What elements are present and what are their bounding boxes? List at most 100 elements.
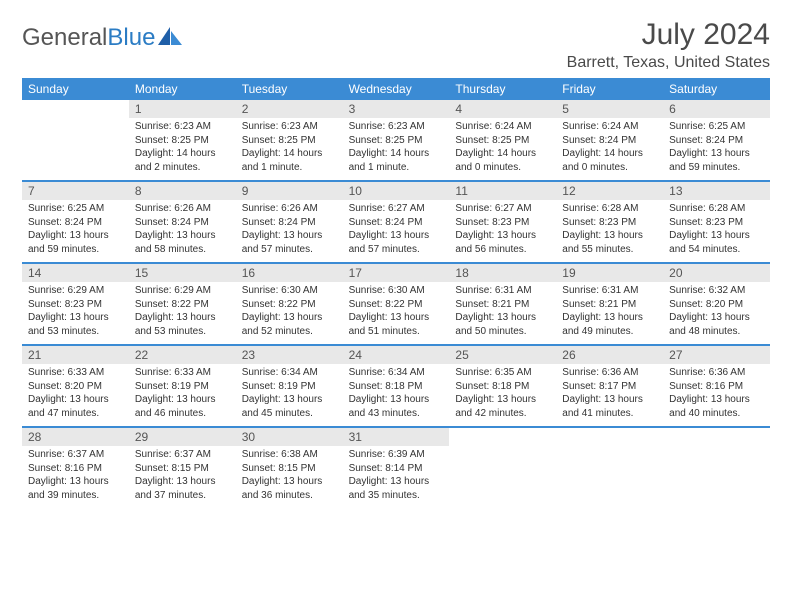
page-header: GeneralBlue July 2024 Barrett, Texas, Un… (22, 18, 770, 72)
day-cell: 22Sunrise: 6:33 AMSunset: 8:19 PMDayligh… (129, 346, 236, 426)
day-number: 25 (449, 346, 556, 364)
day-number: 3 (343, 100, 450, 118)
day-number: 24 (343, 346, 450, 364)
day-body: Sunrise: 6:24 AMSunset: 8:24 PMDaylight:… (556, 118, 663, 180)
day-body: Sunrise: 6:26 AMSunset: 8:24 PMDaylight:… (129, 200, 236, 262)
day-number: 28 (22, 428, 129, 446)
dayname-cell: Wednesday (343, 78, 450, 100)
day-number: 13 (663, 182, 770, 200)
day-body: Sunrise: 6:30 AMSunset: 8:22 PMDaylight:… (236, 282, 343, 344)
day-cell: 26Sunrise: 6:36 AMSunset: 8:17 PMDayligh… (556, 346, 663, 426)
day-body: Sunrise: 6:23 AMSunset: 8:25 PMDaylight:… (129, 118, 236, 180)
day-body: Sunrise: 6:36 AMSunset: 8:16 PMDaylight:… (663, 364, 770, 426)
day-cell: 3Sunrise: 6:23 AMSunset: 8:25 PMDaylight… (343, 100, 450, 180)
day-number: 31 (343, 428, 450, 446)
day-number: 6 (663, 100, 770, 118)
day-number: 21 (22, 346, 129, 364)
day-cell: 24Sunrise: 6:34 AMSunset: 8:18 PMDayligh… (343, 346, 450, 426)
day-number: 27 (663, 346, 770, 364)
calendar-day-header: SundayMondayTuesdayWednesdayThursdayFrid… (22, 78, 770, 100)
day-cell (449, 428, 556, 508)
day-cell: 10Sunrise: 6:27 AMSunset: 8:24 PMDayligh… (343, 182, 450, 262)
day-cell: 21Sunrise: 6:33 AMSunset: 8:20 PMDayligh… (22, 346, 129, 426)
dayname-cell: Monday (129, 78, 236, 100)
day-body: Sunrise: 6:35 AMSunset: 8:18 PMDaylight:… (449, 364, 556, 426)
day-cell (556, 428, 663, 508)
day-cell (22, 100, 129, 180)
day-body: Sunrise: 6:31 AMSunset: 8:21 PMDaylight:… (556, 282, 663, 344)
day-body: Sunrise: 6:28 AMSunset: 8:23 PMDaylight:… (663, 200, 770, 262)
day-body: Sunrise: 6:29 AMSunset: 8:22 PMDaylight:… (129, 282, 236, 344)
day-cell: 20Sunrise: 6:32 AMSunset: 8:20 PMDayligh… (663, 264, 770, 344)
day-cell: 16Sunrise: 6:30 AMSunset: 8:22 PMDayligh… (236, 264, 343, 344)
day-number: 8 (129, 182, 236, 200)
day-number: 18 (449, 264, 556, 282)
day-body: Sunrise: 6:27 AMSunset: 8:23 PMDaylight:… (449, 200, 556, 262)
day-cell: 25Sunrise: 6:35 AMSunset: 8:18 PMDayligh… (449, 346, 556, 426)
day-body: Sunrise: 6:25 AMSunset: 8:24 PMDaylight:… (663, 118, 770, 180)
day-body: Sunrise: 6:34 AMSunset: 8:19 PMDaylight:… (236, 364, 343, 426)
day-cell (663, 428, 770, 508)
day-cell: 8Sunrise: 6:26 AMSunset: 8:24 PMDaylight… (129, 182, 236, 262)
calendar-week-row: 14Sunrise: 6:29 AMSunset: 8:23 PMDayligh… (22, 264, 770, 346)
day-number: 9 (236, 182, 343, 200)
day-cell: 2Sunrise: 6:23 AMSunset: 8:25 PMDaylight… (236, 100, 343, 180)
dayname-cell: Thursday (449, 78, 556, 100)
day-body: Sunrise: 6:23 AMSunset: 8:25 PMDaylight:… (236, 118, 343, 180)
calendar-body: 1Sunrise: 6:23 AMSunset: 8:25 PMDaylight… (22, 100, 770, 508)
day-cell: 4Sunrise: 6:24 AMSunset: 8:25 PMDaylight… (449, 100, 556, 180)
day-number: 17 (343, 264, 450, 282)
day-cell: 9Sunrise: 6:26 AMSunset: 8:24 PMDaylight… (236, 182, 343, 262)
day-number: 14 (22, 264, 129, 282)
day-body: Sunrise: 6:33 AMSunset: 8:19 PMDaylight:… (129, 364, 236, 426)
day-body: Sunrise: 6:29 AMSunset: 8:23 PMDaylight:… (22, 282, 129, 344)
month-title: July 2024 (567, 18, 770, 52)
day-body: Sunrise: 6:39 AMSunset: 8:14 PMDaylight:… (343, 446, 450, 508)
day-cell: 19Sunrise: 6:31 AMSunset: 8:21 PMDayligh… (556, 264, 663, 344)
day-cell: 30Sunrise: 6:38 AMSunset: 8:15 PMDayligh… (236, 428, 343, 508)
day-cell: 6Sunrise: 6:25 AMSunset: 8:24 PMDaylight… (663, 100, 770, 180)
calendar-week-row: 21Sunrise: 6:33 AMSunset: 8:20 PMDayligh… (22, 346, 770, 428)
day-number: 19 (556, 264, 663, 282)
day-cell: 29Sunrise: 6:37 AMSunset: 8:15 PMDayligh… (129, 428, 236, 508)
day-number: 23 (236, 346, 343, 364)
day-cell: 7Sunrise: 6:25 AMSunset: 8:24 PMDaylight… (22, 182, 129, 262)
day-number: 26 (556, 346, 663, 364)
day-cell: 13Sunrise: 6:28 AMSunset: 8:23 PMDayligh… (663, 182, 770, 262)
location-text: Barrett, Texas, United States (567, 54, 770, 72)
day-cell: 5Sunrise: 6:24 AMSunset: 8:24 PMDaylight… (556, 100, 663, 180)
day-number: 30 (236, 428, 343, 446)
day-cell: 31Sunrise: 6:39 AMSunset: 8:14 PMDayligh… (343, 428, 450, 508)
day-number: 2 (236, 100, 343, 118)
day-body: Sunrise: 6:37 AMSunset: 8:16 PMDaylight:… (22, 446, 129, 508)
day-body: Sunrise: 6:31 AMSunset: 8:21 PMDaylight:… (449, 282, 556, 344)
day-body: Sunrise: 6:36 AMSunset: 8:17 PMDaylight:… (556, 364, 663, 426)
day-number: 15 (129, 264, 236, 282)
day-body: Sunrise: 6:28 AMSunset: 8:23 PMDaylight:… (556, 200, 663, 262)
calendar-week-row: 28Sunrise: 6:37 AMSunset: 8:16 PMDayligh… (22, 428, 770, 508)
day-cell: 15Sunrise: 6:29 AMSunset: 8:22 PMDayligh… (129, 264, 236, 344)
day-number: 20 (663, 264, 770, 282)
day-body: Sunrise: 6:26 AMSunset: 8:24 PMDaylight:… (236, 200, 343, 262)
day-body: Sunrise: 6:32 AMSunset: 8:20 PMDaylight:… (663, 282, 770, 344)
day-cell: 27Sunrise: 6:36 AMSunset: 8:16 PMDayligh… (663, 346, 770, 426)
day-body: Sunrise: 6:37 AMSunset: 8:15 PMDaylight:… (129, 446, 236, 508)
logo-text-general: General (22, 24, 107, 52)
logo-text-blue: Blue (107, 24, 155, 52)
dayname-cell: Sunday (22, 78, 129, 100)
logo: GeneralBlue (22, 24, 184, 52)
day-number: 12 (556, 182, 663, 200)
day-cell: 18Sunrise: 6:31 AMSunset: 8:21 PMDayligh… (449, 264, 556, 344)
day-number: 16 (236, 264, 343, 282)
day-body: Sunrise: 6:38 AMSunset: 8:15 PMDaylight:… (236, 446, 343, 508)
day-body: Sunrise: 6:33 AMSunset: 8:20 PMDaylight:… (22, 364, 129, 426)
day-number: 29 (129, 428, 236, 446)
day-cell: 14Sunrise: 6:29 AMSunset: 8:23 PMDayligh… (22, 264, 129, 344)
day-cell: 23Sunrise: 6:34 AMSunset: 8:19 PMDayligh… (236, 346, 343, 426)
day-body: Sunrise: 6:34 AMSunset: 8:18 PMDaylight:… (343, 364, 450, 426)
day-body: Sunrise: 6:24 AMSunset: 8:25 PMDaylight:… (449, 118, 556, 180)
day-number: 22 (129, 346, 236, 364)
day-cell: 12Sunrise: 6:28 AMSunset: 8:23 PMDayligh… (556, 182, 663, 262)
logo-sail-icon (158, 27, 184, 47)
day-number: 7 (22, 182, 129, 200)
